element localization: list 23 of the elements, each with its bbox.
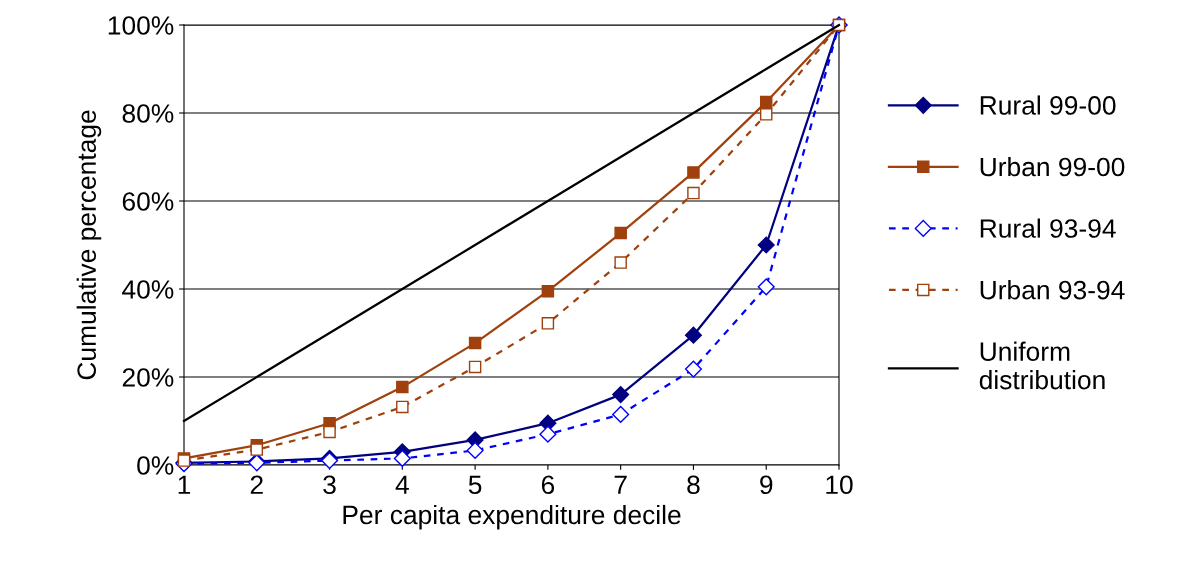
x-axis-title: Per capita expenditure decile bbox=[343, 504, 681, 530]
x-tick-label: 9 bbox=[760, 475, 773, 495]
x-tick-label: 10 bbox=[826, 475, 853, 495]
x-tick-label: 2 bbox=[250, 475, 263, 494]
y-tick-label: 80% bbox=[122, 104, 174, 123]
y-axis-title: Cumulative percentage bbox=[76, 110, 102, 380]
y-tick-label: 20% bbox=[122, 368, 174, 387]
x-tick-label: 7 bbox=[614, 475, 627, 494]
legend-label: Uniform distribution bbox=[979, 341, 1105, 390]
legend-label: Rural 93-94 bbox=[980, 218, 1116, 238]
y-tick-label: 40% bbox=[122, 280, 174, 299]
x-tick-label: 4 bbox=[395, 475, 409, 494]
x-tick-label: 5 bbox=[468, 475, 482, 495]
x-tick-label: 1 bbox=[178, 475, 191, 494]
legend-label: Rural 99-00 bbox=[980, 95, 1116, 115]
legend-label: Urban 99-00 bbox=[980, 156, 1125, 177]
x-tick-label: 8 bbox=[687, 475, 700, 495]
legend-label: Urban 93-94 bbox=[980, 280, 1125, 300]
x-tick-label: 6 bbox=[541, 475, 555, 495]
y-tick-label: 0% bbox=[137, 456, 174, 475]
y-tick-label: 60% bbox=[122, 192, 174, 211]
y-tick-label: 100% bbox=[108, 16, 174, 35]
x-tick-label: 3 bbox=[323, 475, 336, 495]
